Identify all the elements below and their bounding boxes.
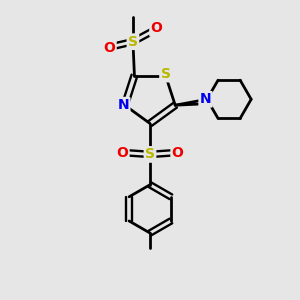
Text: O: O (172, 146, 184, 160)
Text: S: S (145, 147, 155, 161)
Text: O: O (103, 40, 115, 55)
Text: S: S (160, 67, 171, 81)
Text: O: O (151, 21, 162, 35)
Text: N: N (200, 92, 211, 106)
Text: O: O (116, 146, 128, 160)
Text: S: S (128, 35, 138, 49)
Text: N: N (118, 98, 129, 112)
